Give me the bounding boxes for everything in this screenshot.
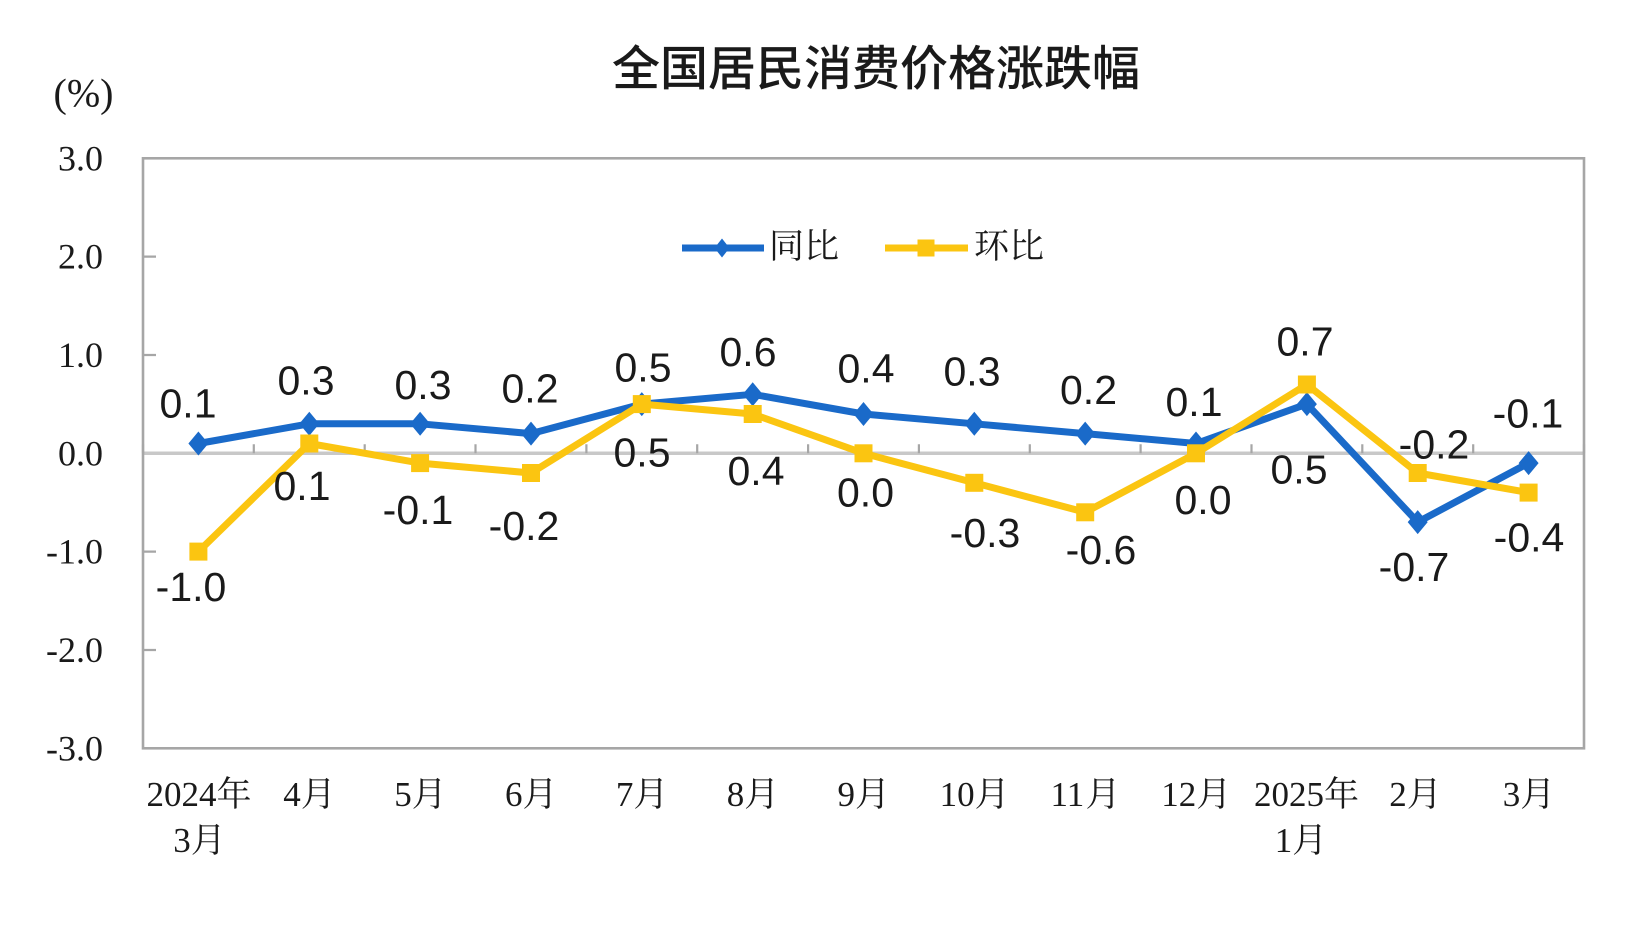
- svg-text:-0.6: -0.6: [1066, 527, 1137, 573]
- svg-text:3.0: 3.0: [58, 138, 103, 178]
- svg-text:0.5: 0.5: [615, 345, 672, 391]
- svg-text:9: 9: [838, 775, 856, 814]
- svg-text:0.3: 0.3: [395, 362, 452, 408]
- svg-text:0.4: 0.4: [728, 448, 785, 494]
- svg-text:0.1: 0.1: [1166, 379, 1223, 425]
- svg-text:0.3: 0.3: [278, 358, 335, 404]
- svg-text:2: 2: [1389, 775, 1407, 814]
- svg-text:-0.2: -0.2: [1399, 422, 1470, 468]
- svg-text:-0.4: -0.4: [1494, 515, 1565, 561]
- svg-text:12: 12: [1161, 775, 1196, 814]
- svg-text:0.5: 0.5: [1271, 447, 1328, 493]
- svg-text:11: 11: [1051, 775, 1085, 814]
- svg-text:7: 7: [616, 775, 634, 814]
- svg-text:8: 8: [727, 775, 745, 814]
- svg-text:0.5: 0.5: [614, 430, 671, 476]
- svg-text:(%): (%): [54, 71, 114, 116]
- svg-text:-0.1: -0.1: [1493, 391, 1564, 437]
- svg-text:2.0: 2.0: [58, 237, 103, 277]
- svg-text:0.0: 0.0: [58, 433, 103, 473]
- svg-text:2025: 2025: [1254, 775, 1324, 814]
- svg-text:6: 6: [505, 775, 523, 814]
- svg-text:4: 4: [283, 775, 301, 814]
- svg-text:-0.1: -0.1: [383, 487, 454, 533]
- svg-text:0.4: 0.4: [838, 346, 895, 392]
- svg-text:-0.3: -0.3: [950, 510, 1021, 556]
- svg-text:-1.0: -1.0: [156, 564, 227, 610]
- svg-text:0.0: 0.0: [837, 470, 894, 516]
- svg-text:-0.2: -0.2: [489, 503, 560, 549]
- svg-text:0.1: 0.1: [160, 381, 217, 427]
- svg-text:-2.0: -2.0: [46, 630, 103, 670]
- svg-text:0.2: 0.2: [1060, 367, 1117, 413]
- svg-text:3: 3: [173, 821, 191, 860]
- svg-text:-3.0: -3.0: [46, 728, 103, 768]
- svg-text:0.2: 0.2: [502, 366, 559, 412]
- svg-text:-0.7: -0.7: [1379, 544, 1450, 590]
- svg-text:2024: 2024: [147, 775, 217, 814]
- svg-text:0.3: 0.3: [944, 349, 1001, 395]
- svg-text:5: 5: [394, 775, 412, 814]
- svg-text:1.0: 1.0: [58, 335, 103, 375]
- svg-text:10: 10: [940, 775, 975, 814]
- svg-text:-1.0: -1.0: [46, 532, 103, 572]
- svg-text:3: 3: [1503, 775, 1521, 814]
- svg-text:1: 1: [1275, 821, 1293, 860]
- svg-text:0.6: 0.6: [720, 329, 777, 375]
- svg-text:0.1: 0.1: [274, 463, 331, 509]
- svg-text:0.7: 0.7: [1277, 319, 1334, 365]
- svg-text:0.0: 0.0: [1175, 477, 1232, 523]
